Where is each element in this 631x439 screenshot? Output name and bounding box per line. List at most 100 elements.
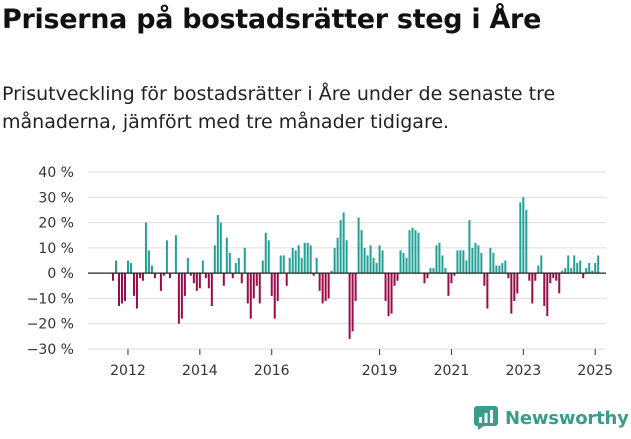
bar	[549, 273, 552, 284]
x-tick-label: 2021	[434, 363, 470, 379]
y-tick-label: −30 %	[27, 342, 74, 358]
bar	[399, 250, 402, 274]
y-tick-label: 0 %	[47, 266, 74, 282]
bar	[180, 273, 183, 319]
y-tick-label: 20 %	[38, 216, 74, 232]
bar	[129, 263, 132, 274]
bar	[117, 273, 120, 307]
brand-name: Newsworthy	[505, 407, 629, 429]
bar	[186, 257, 189, 274]
bar	[249, 273, 252, 319]
bar	[585, 268, 588, 274]
axes	[88, 272, 606, 355]
bar	[516, 273, 519, 294]
bar	[231, 273, 234, 279]
bar	[348, 273, 351, 339]
chart-title: Priserna på bostadsrätter steg i Åre	[2, 4, 542, 35]
bar	[489, 247, 492, 274]
bar	[330, 270, 333, 274]
bar	[216, 214, 219, 274]
bar	[426, 273, 429, 279]
bar	[112, 273, 114, 281]
bar	[243, 247, 246, 274]
bar	[270, 273, 273, 296]
x-tick-label: 2019	[362, 363, 398, 379]
bar	[540, 255, 543, 274]
bar	[531, 273, 534, 304]
bar	[570, 268, 573, 274]
bar	[381, 250, 384, 274]
bar	[387, 273, 390, 317]
bar	[513, 273, 516, 301]
bar	[183, 273, 186, 296]
x-tick-label: 2025	[577, 363, 613, 379]
bar	[519, 202, 522, 274]
bar	[258, 273, 261, 304]
bar	[429, 268, 432, 274]
bar	[306, 242, 309, 274]
bar	[393, 273, 396, 286]
bar	[546, 273, 549, 317]
bar	[444, 268, 447, 274]
y-tick-label: −10 %	[27, 291, 74, 307]
bar	[333, 247, 336, 274]
bar	[120, 273, 123, 304]
bar	[267, 240, 270, 274]
bar	[525, 209, 528, 274]
bar	[225, 237, 228, 274]
bar	[360, 230, 363, 274]
bar	[558, 273, 561, 294]
bar	[345, 240, 348, 274]
bar	[207, 273, 210, 289]
bar	[552, 273, 555, 279]
bar	[351, 273, 354, 332]
bar	[459, 250, 462, 274]
bar	[168, 273, 171, 279]
last-value-annotation: 7 %	[592, 0, 621, 4]
bar	[474, 242, 477, 274]
bar	[291, 247, 294, 274]
bar	[423, 273, 426, 284]
bar	[432, 268, 435, 274]
bar	[507, 273, 510, 279]
bar	[318, 273, 321, 291]
x-tick-label: 2016	[254, 363, 290, 379]
bar	[405, 257, 408, 274]
bar	[492, 252, 495, 274]
bar	[234, 263, 237, 274]
bar	[411, 227, 414, 274]
bar	[537, 265, 540, 274]
bar	[294, 250, 297, 274]
bar	[162, 273, 165, 276]
bar	[453, 273, 456, 276]
bar	[135, 273, 138, 309]
bar	[582, 273, 585, 279]
bar	[177, 273, 180, 324]
y-tick-label: 10 %	[38, 241, 74, 257]
bar	[255, 273, 258, 286]
newsworthy-logo-icon	[474, 406, 498, 430]
bar	[564, 268, 567, 274]
bar	[528, 273, 531, 281]
bar	[375, 263, 378, 274]
bar	[141, 273, 144, 281]
bar	[315, 257, 318, 274]
bar	[237, 257, 240, 274]
bar	[384, 273, 387, 301]
bar	[246, 273, 249, 304]
bar	[591, 270, 594, 274]
bar	[543, 273, 546, 307]
bar	[273, 273, 276, 319]
bar	[534, 273, 537, 281]
y-tick-label: 40 %	[38, 165, 74, 181]
bar	[408, 230, 411, 274]
bar	[498, 265, 501, 274]
bar	[435, 245, 438, 274]
y-axis-labels: 40 % 30 % 20 % 10 % 0 % −10 % −20 % −30 %	[27, 165, 74, 358]
bar	[438, 242, 441, 274]
bar	[312, 273, 315, 276]
bars	[112, 197, 600, 339]
bar	[228, 252, 231, 274]
bar	[597, 255, 600, 274]
bar	[123, 273, 126, 301]
